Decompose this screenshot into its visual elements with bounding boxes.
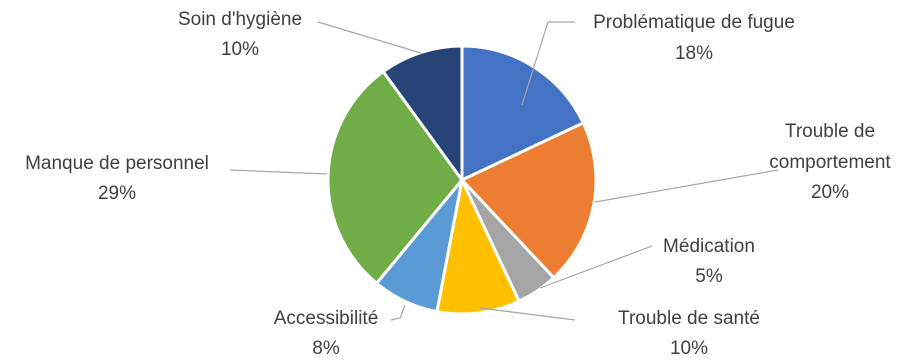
leader-line-hygiene — [317, 21, 422, 54]
label-accessibilite-value: 8% — [312, 338, 340, 359]
label-personnel-value: 29% — [98, 183, 136, 204]
label-comportement-name-line2: comportement — [769, 152, 891, 173]
pie-slices — [326, 44, 598, 316]
leader-line-comportement — [594, 169, 779, 203]
label-sante-name: Trouble de santé — [618, 308, 760, 329]
pie-slice-comportement — [459, 120, 598, 280]
label-medication-value: 5% — [695, 266, 723, 287]
leader-line-fugue — [521, 21, 575, 106]
label-accessibilite-name: Accessibilité — [274, 308, 379, 329]
leader-line-personnel — [229, 169, 328, 175]
pie-slice-sante — [435, 175, 522, 316]
pie-slice-personnel — [326, 69, 464, 286]
leader-line-medication — [539, 245, 653, 289]
label-personnel-name: Manque de personnel — [25, 153, 209, 174]
leader-lines — [229, 21, 779, 321]
label-fugue-value: 18% — [675, 43, 713, 64]
label-hygiene-name: Soin d'hygiène — [178, 9, 302, 30]
label-hygiene-value: 10% — [221, 39, 259, 60]
leader-line-sante — [479, 307, 576, 321]
label-fugue-name: Problématique de fugue — [593, 12, 795, 33]
label-comportement-value: 20% — [811, 182, 849, 203]
leader-line-accessibilite — [390, 304, 406, 321]
data-labels: Problématique de fugue 18% Trouble de co… — [25, 9, 891, 359]
label-sante-value: 10% — [670, 338, 708, 359]
label-medication-name: Médication — [663, 236, 755, 257]
label-comportement-name-line1: Trouble de — [785, 121, 875, 142]
